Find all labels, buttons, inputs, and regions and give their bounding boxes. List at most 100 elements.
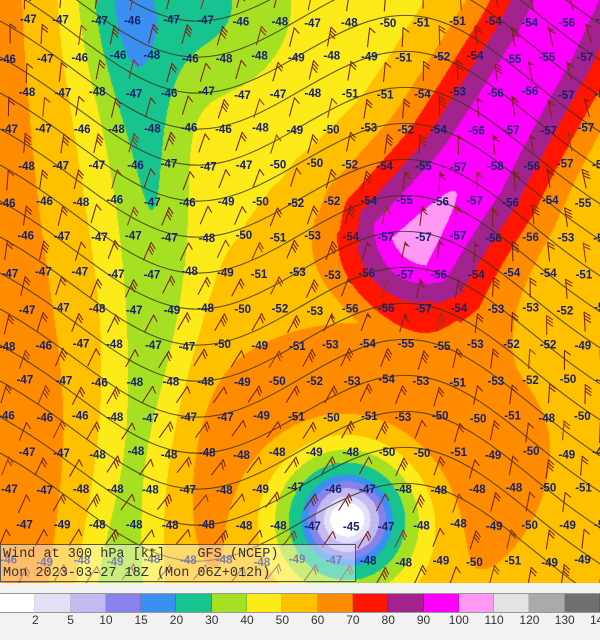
svg-text:-51: -51 [289, 341, 306, 353]
svg-text:-48: -48 [469, 484, 486, 496]
svg-text:-46: -46 [181, 122, 198, 134]
svg-text:-47: -47 [1, 124, 18, 136]
svg-text:-50: -50 [380, 18, 397, 30]
svg-text:-49: -49 [574, 555, 591, 567]
svg-text:-48: -48 [181, 266, 198, 278]
svg-text:-47: -47 [35, 124, 52, 136]
svg-text:-46: -46 [74, 124, 91, 136]
svg-text:-53: -53 [361, 122, 378, 134]
svg-text:-48: -48 [89, 519, 106, 531]
svg-text:-47: -47 [19, 447, 36, 459]
svg-text:-47: -47 [1, 484, 18, 496]
svg-text:-47: -47 [236, 160, 253, 172]
svg-text:-48: -48 [126, 520, 143, 532]
svg-text:-57: -57 [397, 270, 414, 282]
svg-text:-48: -48 [360, 555, 377, 567]
svg-text:-51: -51 [504, 411, 521, 423]
svg-text:-48: -48 [18, 161, 35, 173]
svg-text:-47: -47 [19, 305, 36, 317]
svg-text:-48: -48 [305, 88, 322, 100]
svg-text:-52: -52 [540, 340, 557, 352]
svg-text:-49: -49 [433, 556, 450, 568]
svg-text:-50: -50 [214, 339, 231, 351]
svg-text:-50: -50 [594, 519, 600, 531]
svg-text:-48: -48 [251, 50, 268, 62]
svg-text:-53: -53 [522, 303, 539, 315]
svg-text:-51: -51 [270, 233, 287, 245]
svg-text:-54: -54 [376, 161, 393, 173]
svg-text:-48: -48 [450, 519, 467, 531]
svg-text:-47: -47 [180, 412, 197, 424]
svg-text:-47: -47 [179, 341, 196, 353]
svg-text:-56: -56 [502, 198, 519, 210]
svg-text:-46: -46 [36, 196, 53, 208]
svg-text:-52: -52 [522, 375, 539, 387]
svg-text:-47: -47 [16, 520, 33, 532]
svg-text:-48: -48 [199, 233, 216, 245]
svg-text:-46: -46 [325, 484, 342, 496]
svg-text:-51: -51 [575, 483, 592, 495]
svg-text:-48: -48 [324, 51, 341, 63]
svg-text:-47: -47 [53, 303, 70, 315]
svg-text:-50: -50 [470, 414, 487, 426]
svg-text:-48: -48 [162, 520, 179, 532]
svg-text:-48: -48 [106, 339, 123, 351]
svg-text:-47: -47 [200, 162, 217, 174]
svg-text:-58: -58 [487, 161, 504, 173]
svg-text:-48: -48 [19, 87, 36, 99]
svg-text:-56: -56 [378, 303, 395, 315]
svg-text:-54: -54 [378, 374, 395, 386]
svg-text:-47: -47 [234, 90, 251, 102]
svg-text:-47: -47 [126, 89, 143, 101]
svg-text:-47: -47 [179, 484, 196, 496]
svg-text:-52: -52 [324, 196, 341, 208]
svg-text:-48: -48 [252, 122, 269, 134]
svg-text:-54: -54 [451, 303, 468, 315]
svg-text:-51: -51 [377, 90, 394, 102]
svg-text:-46: -46 [71, 53, 88, 65]
svg-text:-47: -47 [35, 267, 52, 279]
svg-text:-46: -46 [35, 341, 52, 353]
svg-text:-50: -50 [574, 411, 591, 423]
svg-text:-47: -47 [36, 485, 53, 497]
svg-text:-49: -49 [288, 53, 305, 65]
svg-text:-46: -46 [107, 194, 124, 206]
svg-text:-54: -54 [359, 339, 376, 351]
svg-text:-54: -54 [414, 89, 431, 101]
svg-text:-48: -48 [89, 304, 106, 316]
svg-text:-47: -47 [142, 413, 159, 425]
svg-text:-56: -56 [342, 304, 359, 316]
svg-text:-50: -50 [523, 446, 540, 458]
svg-text:-48: -48 [233, 450, 250, 462]
svg-text:-51: -51 [505, 556, 522, 568]
svg-text:-48: -48 [216, 53, 233, 65]
svg-text:-56: -56 [522, 86, 539, 98]
svg-text:-55: -55 [575, 198, 592, 210]
svg-text:-57: -57 [450, 162, 467, 174]
svg-text:-51: -51 [413, 18, 430, 30]
svg-text:-49: -49 [234, 377, 251, 389]
svg-text:-48: -48 [73, 197, 90, 209]
svg-text:-49: -49 [252, 484, 269, 496]
svg-text:-47: -47 [144, 197, 161, 209]
svg-text:-53: -53 [395, 412, 412, 424]
svg-text:-57: -57 [594, 89, 600, 101]
svg-text:-55: -55 [415, 161, 432, 173]
svg-text:-50: -50 [540, 482, 557, 494]
svg-text:-49: -49 [164, 305, 181, 317]
svg-text:-46: -46 [72, 411, 89, 423]
svg-text:-48: -48 [342, 447, 359, 459]
svg-text:-47: -47 [55, 88, 72, 100]
svg-text:-46: -46 [110, 50, 127, 62]
svg-text:-47: -47 [304, 18, 321, 30]
svg-text:-46: -46 [0, 54, 16, 66]
svg-text:-47: -47 [56, 376, 73, 388]
svg-text:-46: -46 [0, 198, 16, 210]
svg-text:-47: -47 [91, 232, 108, 244]
svg-text:-47: -47 [17, 375, 34, 387]
svg-text:-57: -57 [558, 90, 575, 102]
svg-text:-53: -53 [593, 233, 600, 245]
svg-text:-57: -57 [377, 232, 394, 244]
svg-text:-53: -53 [488, 304, 505, 316]
svg-text:-49: -49 [559, 520, 576, 532]
